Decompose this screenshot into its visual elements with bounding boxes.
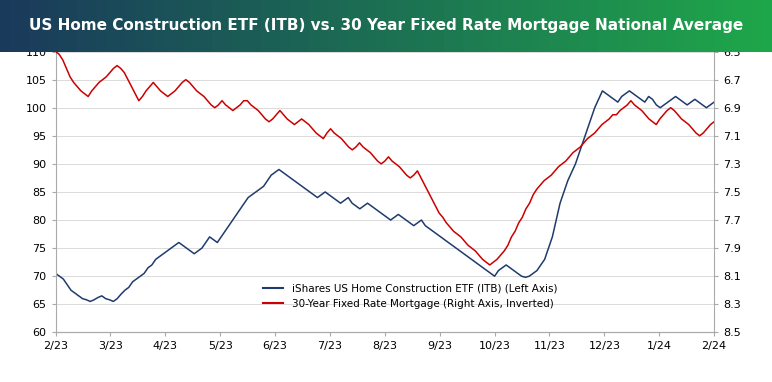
Bar (482, 0, 496, 52)
Bar (377, 0, 390, 52)
Bar (184, 0, 197, 52)
Bar (608, 0, 621, 52)
Bar (743, 0, 757, 52)
Bar (48, 0, 62, 52)
Bar (463, 0, 477, 52)
Bar (77, 0, 91, 52)
Bar (107, 0, 120, 52)
Bar (588, 0, 602, 52)
Bar (598, 0, 612, 52)
Bar (570, 0, 583, 52)
Bar (415, 0, 428, 52)
Bar (300, 0, 313, 52)
Bar (39, 0, 52, 52)
Bar (704, 0, 718, 52)
Bar (502, 0, 516, 52)
Bar (454, 0, 467, 52)
Bar (425, 0, 438, 52)
Bar (579, 0, 593, 52)
Bar (270, 0, 284, 52)
Bar (618, 0, 631, 52)
Bar (135, 0, 149, 52)
Bar (279, 0, 293, 52)
Bar (665, 0, 679, 52)
Bar (19, 0, 32, 52)
Bar (328, 0, 341, 52)
Bar (212, 0, 226, 52)
Bar (68, 0, 81, 52)
Bar (347, 0, 361, 52)
Text: US Home Construction ETF (ITB) vs. 30 Year Fixed Rate Mortgage National Average: US Home Construction ETF (ITB) vs. 30 Ye… (29, 18, 743, 33)
Bar (241, 0, 255, 52)
Bar (202, 0, 216, 52)
Bar (9, 0, 23, 52)
Bar (627, 0, 641, 52)
Bar (511, 0, 525, 52)
Bar (733, 0, 747, 52)
Bar (695, 0, 709, 52)
Bar (251, 0, 264, 52)
Bar (521, 0, 534, 52)
Bar (386, 0, 400, 52)
Bar (637, 0, 650, 52)
Legend: iShares US Home Construction ETF (ITB) (Left Axis), 30-Year Fixed Rate Mortgage : iShares US Home Construction ETF (ITB) (… (259, 280, 561, 313)
Bar (193, 0, 207, 52)
Bar (58, 0, 71, 52)
Bar (232, 0, 245, 52)
Bar (753, 0, 766, 52)
Bar (405, 0, 418, 52)
Bar (714, 0, 727, 52)
Bar (87, 0, 100, 52)
Bar (318, 0, 332, 52)
Bar (154, 0, 168, 52)
Bar (444, 0, 457, 52)
Bar (357, 0, 371, 52)
Bar (96, 0, 110, 52)
Bar (29, 0, 42, 52)
Bar (550, 0, 564, 52)
Bar (676, 0, 689, 52)
Bar (164, 0, 178, 52)
Bar (116, 0, 130, 52)
Bar (290, 0, 303, 52)
Bar (309, 0, 323, 52)
Bar (763, 0, 772, 52)
Bar (472, 0, 486, 52)
Bar (434, 0, 448, 52)
Bar (367, 0, 380, 52)
Bar (724, 0, 737, 52)
Bar (145, 0, 158, 52)
Bar (656, 0, 669, 52)
Bar (531, 0, 544, 52)
Bar (560, 0, 573, 52)
Bar (338, 0, 351, 52)
Bar (540, 0, 554, 52)
Bar (395, 0, 409, 52)
Bar (493, 0, 506, 52)
Bar (174, 0, 188, 52)
Bar (686, 0, 699, 52)
Bar (125, 0, 139, 52)
Bar (222, 0, 235, 52)
Bar (647, 0, 660, 52)
Bar (261, 0, 274, 52)
Bar (0, 0, 14, 52)
